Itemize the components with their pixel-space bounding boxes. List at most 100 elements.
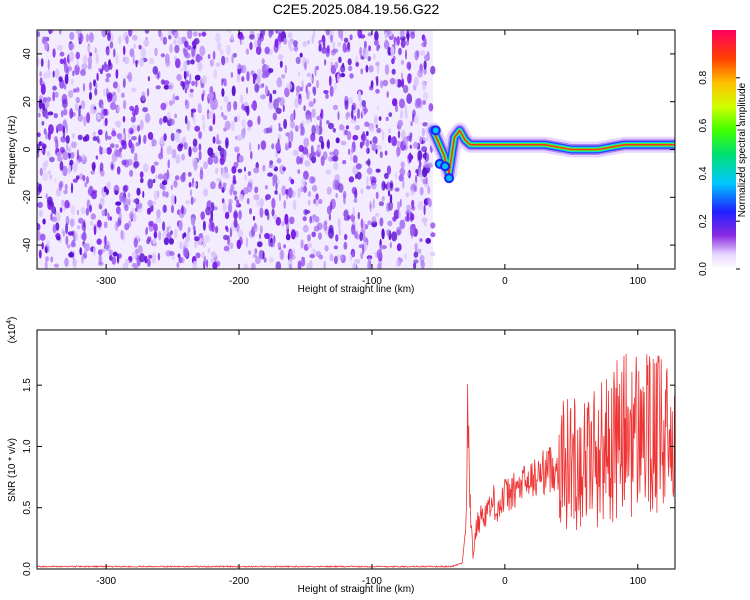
noise-speckle	[360, 68, 364, 75]
noise-speckle	[139, 253, 146, 263]
noise-speckle	[308, 101, 314, 108]
noise-speckle	[173, 30, 179, 39]
noise-speckle	[152, 66, 159, 75]
noise-speckle	[295, 230, 299, 238]
noise-speckle	[430, 251, 436, 257]
noise-speckle	[193, 197, 196, 204]
noise-speckle	[123, 127, 126, 135]
noise-speckle	[226, 44, 231, 56]
noise-speckle	[290, 113, 294, 123]
noise-speckle	[41, 242, 44, 250]
noise-speckle	[423, 160, 429, 169]
noise-speckle	[147, 76, 150, 82]
noise-speckle	[82, 82, 86, 92]
noise-speckle	[396, 79, 402, 88]
noise-speckle	[180, 67, 184, 72]
noise-speckle	[159, 117, 163, 125]
noise-speckle	[136, 124, 141, 132]
noise-speckle	[407, 73, 412, 84]
noise-speckle	[357, 90, 362, 102]
noise-speckle	[410, 31, 415, 39]
noise-speckle	[347, 148, 351, 155]
noise-speckle	[288, 140, 292, 149]
noise-speckle	[95, 82, 98, 90]
noise-speckle	[307, 40, 310, 45]
noise-speckle	[406, 204, 411, 213]
noise-speckle	[173, 39, 177, 45]
noise-speckle	[105, 240, 111, 252]
noise-speckle	[329, 201, 333, 212]
noise-speckle	[366, 176, 369, 187]
spectrogram-x-tick-label: -100	[362, 276, 382, 287]
noise-speckle	[360, 188, 364, 194]
noise-speckle	[376, 46, 379, 52]
noise-speckle	[68, 51, 75, 62]
noise-speckle	[223, 234, 229, 241]
noise-speckle	[121, 159, 127, 166]
noise-speckle	[243, 263, 249, 269]
noise-speckle	[324, 59, 327, 66]
noise-speckle	[157, 173, 164, 180]
noise-speckle	[114, 121, 118, 126]
noise-speckle	[231, 54, 234, 64]
noise-speckle	[422, 81, 426, 92]
noise-speckle	[278, 127, 283, 132]
colorbar: 0.0 0.2 0.4 0.6 0.8 Normalized spectral ampl…	[698, 30, 748, 276]
noise-speckle	[371, 216, 377, 224]
noise-speckle	[85, 243, 90, 252]
noise-speckle	[282, 166, 287, 172]
noise-speckle	[424, 149, 427, 161]
noise-speckle	[39, 167, 43, 176]
noise-speckle	[384, 172, 389, 179]
noise-speckle	[143, 134, 147, 144]
noise-speckle	[121, 92, 125, 98]
noise-speckle	[174, 175, 180, 181]
noise-speckle	[230, 34, 235, 42]
noise-speckle	[170, 230, 173, 235]
noise-speckle	[422, 122, 428, 127]
noise-speckle	[247, 171, 252, 176]
colorbar-tick-label: 0.8	[698, 70, 709, 84]
noise-speckle	[379, 151, 383, 159]
noise-speckle	[369, 85, 374, 91]
noise-speckle	[124, 204, 129, 212]
noise-speckle	[94, 87, 98, 96]
noise-speckle	[223, 80, 227, 87]
noise-speckle	[237, 229, 243, 239]
noise-speckle	[257, 115, 261, 125]
noise-speckle	[77, 114, 84, 122]
noise-speckle	[80, 100, 86, 110]
noise-speckle	[331, 156, 338, 162]
noise-speckle	[244, 174, 247, 182]
noise-speckle	[371, 142, 377, 152]
noise-speckle	[46, 69, 51, 79]
noise-speckle	[216, 42, 222, 51]
noise-speckle	[37, 223, 41, 231]
noise-speckle	[69, 159, 74, 166]
noise-speckle	[78, 173, 84, 180]
noise-speckle	[226, 101, 232, 113]
noise-speckle	[147, 178, 153, 189]
noise-speckle	[360, 252, 364, 260]
noise-speckle	[186, 60, 191, 65]
noise-speckle	[275, 216, 281, 226]
noise-speckle	[376, 64, 380, 74]
noise-speckle	[222, 201, 227, 213]
snr-x-tick-label: -300	[96, 576, 116, 587]
noise-speckle	[221, 111, 224, 118]
noise-speckle	[376, 106, 379, 111]
noise-speckle	[101, 30, 107, 38]
noise-speckle	[220, 105, 223, 111]
noise-speckle	[359, 231, 364, 242]
noise-speckle	[138, 134, 141, 146]
noise-speckle	[200, 211, 205, 221]
noise-speckle	[224, 120, 231, 131]
noise-speckle	[425, 176, 428, 185]
noise-speckle	[99, 145, 102, 155]
noise-speckle	[202, 220, 206, 231]
noise-speckle	[372, 198, 375, 210]
noise-speckle	[72, 133, 75, 139]
noise-speckle	[306, 262, 312, 269]
noise-speckle	[41, 143, 47, 150]
noise-speckle	[52, 70, 55, 78]
